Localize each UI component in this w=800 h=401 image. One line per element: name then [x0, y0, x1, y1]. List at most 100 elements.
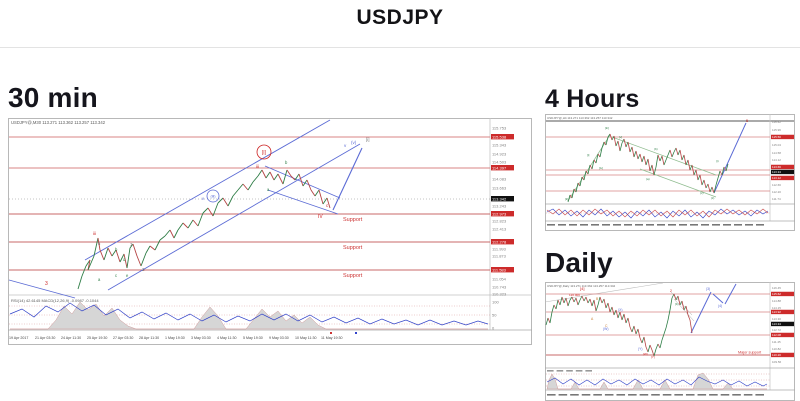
- section-30min-heading: 30 min: [8, 82, 98, 113]
- svg-text:(b): (b): [654, 147, 658, 151]
- svg-text:120.909: 120.909: [569, 293, 580, 297]
- svg-text:C: C: [605, 324, 608, 328]
- chart-30min: USDJPY@,M30 113.271 113.362 113.257 113.…: [8, 118, 532, 345]
- svg-text:110.323: 110.323: [492, 292, 507, 297]
- svg-text:4 May 11:30: 4 May 11:30: [217, 336, 237, 340]
- svg-text:B: B: [596, 297, 599, 301]
- svg-text:115.96: 115.96: [772, 128, 781, 132]
- svg-text:110.82: 110.82: [772, 347, 781, 351]
- svg-text:116.42: 116.42: [772, 120, 781, 124]
- svg-text:2: 2: [670, 289, 672, 293]
- svg-text:[i]: [i]: [262, 150, 267, 156]
- svg-text:(c): (c): [700, 191, 704, 195]
- svg-text:114.88: 114.88: [772, 299, 781, 303]
- svg-text:RSI(14) 42.6145 MACD(12,26,9: RSI(14) 42.6145 MACD(12,26,9) -0.0987 -0…: [11, 298, 99, 303]
- svg-text:[4]: [4]: [580, 286, 584, 291]
- svg-text:v: v: [344, 143, 347, 148]
- svg-text:50: 50: [492, 313, 497, 318]
- svg-text:[W]: [W]: [643, 352, 648, 356]
- svg-text:v: v: [202, 196, 205, 201]
- svg-text:Major support: Major support: [738, 351, 762, 355]
- svg-text:112.823: 112.823: [492, 219, 507, 224]
- svg-text:112.973: 112.973: [492, 212, 507, 217]
- svg-text:111.583: 111.583: [492, 268, 507, 273]
- svg-text:1: 1: [130, 242, 133, 247]
- svg-text:111.873: 111.873: [492, 254, 507, 259]
- svg-text:(Y): (Y): [638, 347, 643, 351]
- svg-text:b: b: [285, 160, 288, 165]
- svg-text:[Y]: [Y]: [651, 355, 655, 359]
- svg-text:[i]: [i]: [587, 153, 590, 157]
- svg-text:114.12: 114.12: [772, 158, 781, 162]
- svg-text:[iii]: [iii]: [605, 126, 609, 130]
- svg-text:114.503: 114.503: [492, 160, 507, 165]
- svg-text:(ii): (ii): [711, 196, 714, 200]
- svg-text:111.74: 111.74: [772, 197, 781, 201]
- svg-text:113.663: 113.663: [492, 186, 507, 191]
- svg-text:112.72: 112.72: [772, 328, 781, 332]
- svg-text:Support: Support: [343, 245, 363, 251]
- svg-text:[v]: [v]: [619, 135, 622, 139]
- svg-text:Support: Support: [343, 273, 363, 279]
- svg-text:(i): (i): [716, 159, 719, 163]
- svg-text:114.15: 114.15: [772, 306, 781, 310]
- svg-text:(a): (a): [646, 177, 650, 181]
- svg-text:b: b: [115, 247, 118, 252]
- svg-text:113.92: 113.92: [772, 310, 781, 314]
- svg-text:(W): (W): [603, 327, 608, 331]
- svg-text:28 Apr 11:30: 28 Apr 11:30: [139, 336, 159, 340]
- svg-text:[iv]: [iv]: [599, 166, 603, 170]
- section-4hours-heading: 4 Hours: [545, 85, 640, 113]
- svg-text:USDJPY@,M30 113.271 113.362 1: USDJPY@,M30 113.271 113.362 113.257 113.…: [11, 120, 106, 125]
- svg-text:a: a: [98, 277, 101, 282]
- svg-text:[1]: [1]: [675, 302, 679, 306]
- svg-text:111.45: 111.45: [772, 340, 781, 344]
- svg-text:USDJPY@,Daily 113.271 113.362: USDJPY@,Daily 113.271 113.362 113.257 11…: [547, 284, 616, 288]
- svg-text:1 May 19:30: 1 May 19:30: [165, 336, 185, 340]
- svg-text:10 May 11:30: 10 May 11:30: [295, 336, 317, 340]
- svg-text:115.04: 115.04: [772, 143, 781, 147]
- svg-text:112.278: 112.278: [492, 240, 507, 245]
- svg-text:115.753: 115.753: [492, 126, 507, 131]
- svg-text:113.342: 113.342: [492, 197, 507, 202]
- svg-text:114.58: 114.58: [772, 151, 781, 155]
- svg-text:3 May 03:30: 3 May 03:30: [191, 336, 211, 340]
- svg-text:c: c: [326, 203, 329, 208]
- svg-text:113.34: 113.34: [772, 170, 781, 174]
- svg-text:111.993: 111.993: [492, 247, 507, 252]
- svg-text:114.397: 114.397: [492, 166, 507, 171]
- svg-text:5: 5: [98, 241, 101, 246]
- svg-text:iii: iii: [93, 231, 96, 236]
- svg-text:112.66: 112.66: [772, 183, 781, 187]
- svg-text:100: 100: [492, 300, 499, 305]
- svg-text:112.20: 112.20: [772, 190, 781, 194]
- svg-text:115.343: 115.343: [492, 143, 507, 148]
- svg-text:19 Apr 2017: 19 Apr 2017: [9, 336, 28, 340]
- svg-text:3: 3: [45, 281, 48, 287]
- svg-text:113.12: 113.12: [772, 176, 781, 180]
- svg-text:[i]: [i]: [366, 137, 370, 142]
- svg-text:(iii): (iii): [210, 195, 216, 199]
- svg-text:A: A: [591, 317, 594, 321]
- svg-text:114.083: 114.083: [492, 177, 507, 182]
- svg-text:11 May 19:30: 11 May 19:30: [321, 336, 343, 340]
- svg-text:(v): (v): [351, 140, 357, 145]
- svg-text:IV: IV: [318, 214, 323, 220]
- svg-text:112.08: 112.08: [772, 333, 781, 337]
- svg-text:109.56: 109.56: [772, 360, 782, 364]
- svg-text:111.054: 111.054: [492, 277, 507, 282]
- svg-text:27 Apr 03:30: 27 Apr 03:30: [113, 336, 133, 340]
- svg-text:110.20: 110.20: [772, 353, 781, 357]
- svg-text:(4): (4): [718, 304, 722, 308]
- svg-text:d: d: [123, 257, 126, 262]
- svg-text:112.413: 112.413: [492, 227, 507, 232]
- svg-text:115.50: 115.50: [772, 135, 781, 139]
- svg-text:e: e: [126, 273, 129, 278]
- svg-text:c: c: [115, 273, 117, 278]
- svg-text:a: a: [267, 187, 270, 192]
- svg-text:iii: iii: [256, 164, 259, 169]
- svg-text:2: 2: [142, 267, 145, 272]
- svg-text:25 Apr 19:30: 25 Apr 19:30: [87, 336, 107, 340]
- svg-text:5: 5: [746, 118, 749, 123]
